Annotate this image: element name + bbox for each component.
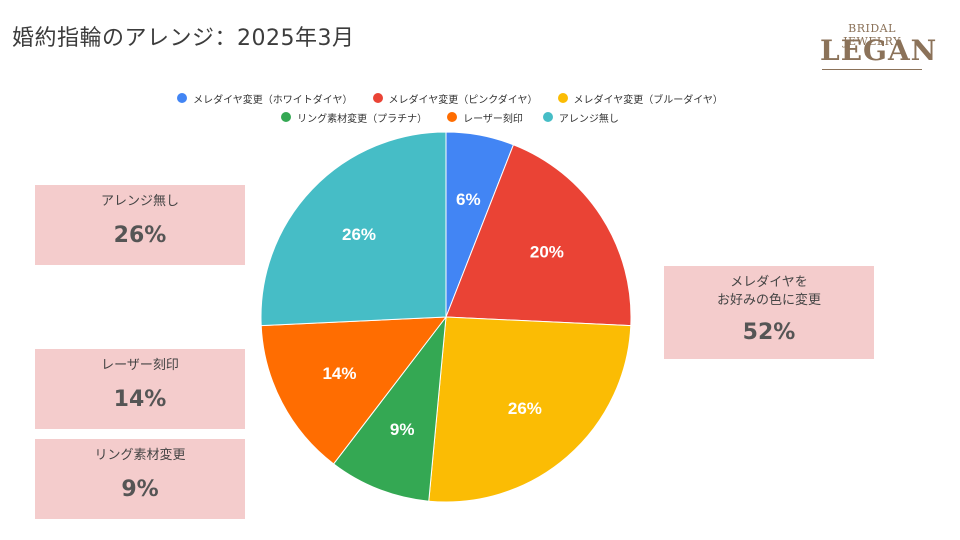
page-title: 婚約指輪のアレンジ：2025年3月 xyxy=(12,26,355,51)
legend-item: リング素材変更（プラチナ） xyxy=(281,109,427,125)
slice-label: 9% xyxy=(390,420,415,439)
legend-item: メレダイヤ変更（ホワイトダイヤ） xyxy=(177,90,353,106)
pie-labels: 6% 20% 26% 9% 14% 26% xyxy=(322,190,563,439)
brand-logo: BRIDAL JEWELRY LEGAN xyxy=(820,22,938,72)
slice-label: 20% xyxy=(530,243,564,262)
pie-slice xyxy=(428,316,632,503)
legend-label: リング素材変更（プラチナ） xyxy=(297,113,428,125)
logo-underline xyxy=(822,69,922,70)
logo-subtitle: BRIDAL JEWELRY xyxy=(843,22,901,48)
legend-item: アレンジ無し xyxy=(542,109,619,125)
pie-slice xyxy=(445,144,632,327)
legend-row-1: メレダイヤ変更（ホワイトダイヤ） メレダイヤ変更（ピンクダイヤ） メレダイヤ変更（ブ… xyxy=(0,90,900,106)
callout-no-arrangement: アレンジ無し 26% xyxy=(35,185,245,265)
callout-value: 9% xyxy=(121,477,159,502)
slice-label: 14% xyxy=(322,364,356,383)
legend-swatch xyxy=(542,112,553,122)
legend-swatch xyxy=(372,93,383,103)
slice-label: 6% xyxy=(456,190,481,209)
legend-label: メレダイヤ変更（ブルーダイヤ） xyxy=(573,94,723,106)
legend-label: アレンジ無し xyxy=(558,113,619,125)
legend-label: メレダイヤ変更（ホワイトダイヤ） xyxy=(193,94,353,106)
legend-row-2: リング素材変更（プラチナ） レーザー刻印 アレンジ無し xyxy=(0,109,900,125)
legend-swatch xyxy=(557,93,568,103)
callout-value: 26% xyxy=(113,223,167,248)
callout-value: 52% xyxy=(742,320,796,345)
callout-label: メレダイヤを お好みの色に変更 xyxy=(716,275,821,308)
pie-slices xyxy=(260,131,632,503)
chart-legend: メレダイヤ変更（ホワイトダイヤ） メレダイヤ変更（ピンクダイヤ） メレダイヤ変更（ブ… xyxy=(0,90,900,128)
pie-slice xyxy=(260,316,448,465)
callout-label: アレンジ無し xyxy=(100,194,179,209)
pie-slice xyxy=(260,131,447,327)
callout-label: レーザー刻印 xyxy=(101,358,179,373)
callout-laser-engraving: レーザー刻印 14% xyxy=(35,349,245,429)
legend-item: メレダイヤ変更（ピンクダイヤ） xyxy=(372,90,538,106)
legend-item: レーザー刻印 xyxy=(447,109,523,125)
pie-slice xyxy=(332,315,447,502)
callout-label: リング素材変更 xyxy=(94,448,186,463)
legend-swatch xyxy=(281,112,292,122)
callout-melee-color: メレダイヤを お好みの色に変更 52% xyxy=(664,266,874,359)
legend-item: メレダイヤ変更（ブルーダイヤ） xyxy=(557,90,723,106)
slice-label: 26% xyxy=(342,225,376,244)
slice-label: 26% xyxy=(508,399,542,418)
legend-label: メレダイヤ変更（ピンクダイヤ） xyxy=(388,94,538,106)
legend-swatch xyxy=(447,112,458,122)
callout-value: 14% xyxy=(113,387,167,412)
logo-wordmark: LEGAN xyxy=(820,34,938,67)
legend-swatch xyxy=(177,93,188,103)
callout-ring-material: リング素材変更 9% xyxy=(35,439,245,519)
legend-label: レーザー刻印 xyxy=(463,113,523,125)
